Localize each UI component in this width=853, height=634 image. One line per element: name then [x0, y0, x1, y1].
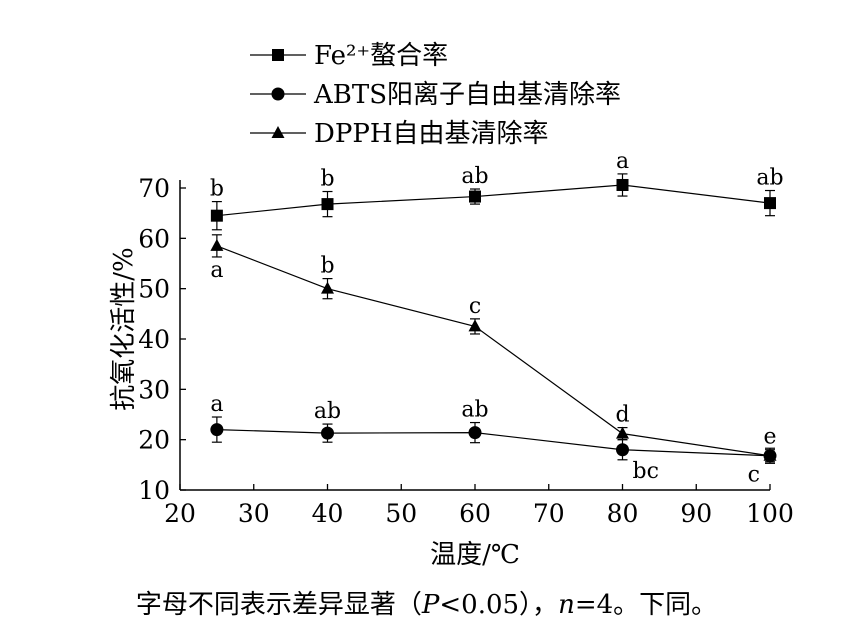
y-axis-label: 抗氧化活性/% — [109, 247, 139, 410]
y-tick-label: 30 — [138, 375, 170, 404]
x-tick-label: 80 — [607, 499, 639, 528]
y-tick-label: 70 — [138, 174, 170, 203]
data-point — [468, 319, 482, 332]
x-tick-label: 100 — [746, 499, 794, 528]
y-tick-label: 60 — [138, 224, 170, 253]
significance-label: a — [616, 149, 629, 174]
y-tick-label: 10 — [138, 476, 170, 505]
significance-label: b — [320, 254, 334, 279]
x-tick-label: 40 — [312, 499, 344, 528]
x-tick-label: 30 — [238, 499, 270, 528]
significance-label: ab — [314, 399, 341, 424]
data-point — [321, 426, 334, 440]
x-tick-label: 50 — [385, 499, 417, 528]
significance-label: a — [210, 392, 223, 417]
x-tick-label: 70 — [533, 499, 565, 528]
legend-label: Fe²⁺螯合率 — [314, 41, 448, 71]
data-point — [469, 190, 481, 203]
y-tick-label: 20 — [138, 426, 170, 455]
legend-item: DPPH自由基清除率 — [250, 119, 549, 149]
data-point — [616, 178, 629, 191]
significance-label: a — [210, 258, 223, 283]
legend-item: Fe²⁺螯合率 — [250, 41, 448, 71]
series-line — [216, 429, 771, 457]
legend-item: ABTS阳离子自由基清除率 — [250, 80, 621, 110]
x-axis-label: 温度/℃ — [430, 540, 520, 570]
significance-label: ab — [461, 164, 488, 189]
x-tick-label: 90 — [680, 499, 712, 528]
series-square: b b ab a ab — [210, 149, 784, 231]
data-point — [210, 238, 224, 251]
data-point — [616, 426, 629, 439]
data-point — [321, 281, 334, 294]
significance-label: b — [320, 167, 334, 192]
caption-text-3: =4。下同。 — [574, 590, 718, 620]
x-tick-label: 60 — [459, 499, 491, 528]
legend-label: ABTS阳离子自由基清除率 — [313, 80, 621, 110]
significance-label: c — [748, 462, 760, 487]
data-point — [763, 448, 777, 461]
legend-label: DPPH自由基清除率 — [314, 119, 549, 149]
data-point — [210, 423, 224, 437]
significance-label: c — [469, 294, 481, 319]
figure-caption: 字母不同表示差异显著（P<0.05），n=4。下同。 — [0, 584, 853, 621]
y-tick-label: 50 — [138, 275, 170, 304]
data-point — [616, 443, 629, 457]
caption-n-symbol: n — [558, 590, 575, 620]
data-point — [321, 198, 334, 211]
significance-label: b — [210, 177, 224, 202]
series-circle: a ab ab bc c — [210, 392, 777, 487]
caption-text-2: <0.05）， — [439, 590, 559, 620]
series-line — [216, 184, 771, 217]
x-tick-label: 20 — [164, 499, 196, 528]
chart: 20 30 40 50 60 70 80 90 10010203040506070温度/℃抗氧化… — [109, 41, 794, 570]
data-point — [468, 426, 482, 440]
significance-label: ab — [756, 166, 783, 191]
series-line — [216, 245, 771, 457]
legend-marker — [271, 87, 285, 101]
significance-label: ab — [461, 398, 488, 423]
legend-marker — [272, 49, 284, 61]
significance-label: e — [763, 425, 776, 450]
y-tick-label: 40 — [138, 325, 170, 354]
significance-label: bc — [633, 459, 659, 484]
legend-marker — [271, 126, 285, 138]
caption-text-1: 字母不同表示差异显著（ — [135, 590, 422, 620]
caption-p-symbol: P — [421, 590, 440, 620]
axes: 20 30 40 50 60 70 80 90 10010203040506070温度/℃抗氧化… — [109, 174, 794, 570]
data-point — [210, 209, 223, 222]
data-point — [764, 197, 776, 210]
legend: Fe²⁺螯合率 ABTS阳离子自由基清除率 DPPH自由基清除率 — [250, 41, 621, 149]
significance-label: d — [615, 403, 629, 428]
